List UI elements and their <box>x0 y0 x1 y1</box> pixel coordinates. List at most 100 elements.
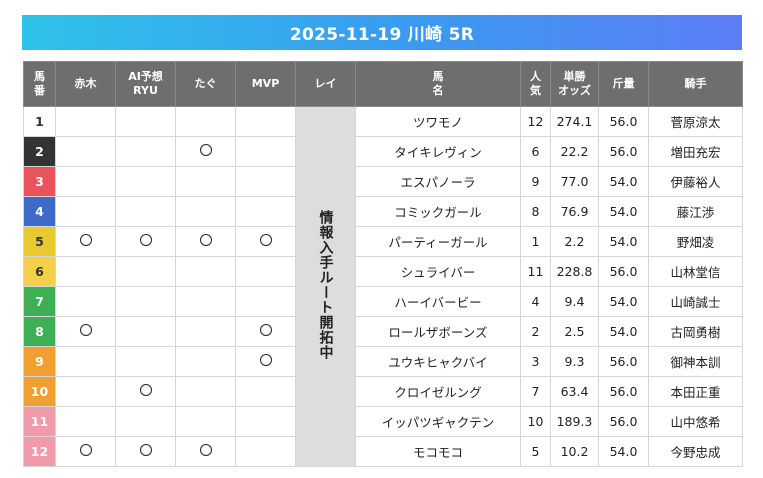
win-odds: 77.0 <box>550 166 599 197</box>
popularity: 10 <box>520 406 551 437</box>
table-row: 10 クロイゼルング 7 63.4 56.0 本田正重 <box>23 376 743 407</box>
popularity: 5 <box>520 436 551 467</box>
win-odds: 2.5 <box>550 316 599 347</box>
mark-mvp <box>235 376 296 407</box>
weight: 54.0 <box>598 166 649 197</box>
circle-mark-icon <box>259 234 272 246</box>
header-horse-name: 馬名 <box>355 61 521 107</box>
table-row: 3 エスパノーラ 9 77.0 54.0 伊藤裕人 <box>23 166 743 197</box>
mark-akagi <box>55 436 116 467</box>
win-odds: 10.2 <box>550 436 599 467</box>
jockey-name: 御神本訓 <box>648 346 743 377</box>
circle-mark-icon <box>79 234 92 246</box>
circle-mark-icon <box>139 384 152 396</box>
horse-name: コミックガール <box>355 196 521 227</box>
header-jockey: 騎手 <box>648 61 743 107</box>
circle-mark-icon <box>199 444 212 456</box>
weight: 54.0 <box>598 436 649 467</box>
jockey-name: 伊藤裕人 <box>648 166 743 197</box>
table-row: 11 イッパツギャクテン 10 189.3 56.0 山中悠希 <box>23 406 743 437</box>
popularity: 6 <box>520 136 551 167</box>
mark-ai <box>115 316 176 347</box>
mark-tagu <box>175 226 236 257</box>
horse-name: ハーイバービー <box>355 286 521 317</box>
horse-name: ロールザボーンズ <box>355 316 521 347</box>
mark-tagu <box>175 286 236 317</box>
jockey-name: 菅原涼太 <box>648 106 743 137</box>
mark-tagu <box>175 436 236 467</box>
win-odds: 274.1 <box>550 106 599 137</box>
popularity: 3 <box>520 346 551 377</box>
win-odds: 9.4 <box>550 286 599 317</box>
header-ninki: 人気 <box>520 61 551 107</box>
horse-number: 5 <box>23 226 56 257</box>
mark-ai <box>115 436 176 467</box>
mark-ai <box>115 346 176 377</box>
header-tagu: たぐ <box>175 61 236 107</box>
header-mvp: MVP <box>235 61 296 107</box>
mark-mvp <box>235 256 296 287</box>
weight: 56.0 <box>598 346 649 377</box>
horse-number: 9 <box>23 346 56 377</box>
mark-mvp <box>235 226 296 257</box>
win-odds: 189.3 <box>550 406 599 437</box>
horse-number: 7 <box>23 286 56 317</box>
mark-tagu <box>175 316 236 347</box>
mark-tagu <box>175 136 236 167</box>
mark-tagu <box>175 106 236 137</box>
mark-akagi <box>55 166 116 197</box>
header-odds-label: 単勝 オッズ <box>558 70 591 97</box>
weight: 56.0 <box>598 256 649 287</box>
circle-mark-icon <box>259 324 272 336</box>
mark-ai <box>115 226 176 257</box>
table-row: 2 タイキレヴィン 6 22.2 56.0 増田充宏 <box>23 136 743 167</box>
header-ai-label: AI予想 RYU <box>128 70 163 97</box>
win-odds: 228.8 <box>550 256 599 287</box>
header-kinryo-label: 斤量 <box>612 77 635 90</box>
rei-column-note: 情報入手ルート開拓中 <box>295 106 356 467</box>
mark-ai <box>115 136 176 167</box>
mark-mvp <box>235 166 296 197</box>
popularity: 1 <box>520 226 551 257</box>
mark-akagi <box>55 106 116 137</box>
circle-mark-icon <box>79 444 92 456</box>
horse-name: クロイゼルング <box>355 376 521 407</box>
mark-akagi <box>55 226 116 257</box>
horse-number: 11 <box>23 406 56 437</box>
mark-mvp <box>235 196 296 227</box>
horse-number: 1 <box>23 106 56 137</box>
mark-ai <box>115 166 176 197</box>
horse-name: エスパノーラ <box>355 166 521 197</box>
header-ninki-label: 人気 <box>530 70 541 97</box>
mark-mvp <box>235 286 296 317</box>
win-odds: 76.9 <box>550 196 599 227</box>
horse-name: ユウキヒャクバイ <box>355 346 521 377</box>
mark-mvp <box>235 316 296 347</box>
mark-ai <box>115 256 176 287</box>
horse-number: 8 <box>23 316 56 347</box>
popularity: 2 <box>520 316 551 347</box>
header-horse-name-label: 馬名 <box>432 70 444 97</box>
header-akagi: 赤木 <box>55 61 116 107</box>
weight: 54.0 <box>598 196 649 227</box>
table-row: 8 ロールザボーンズ 2 2.5 54.0 古岡勇樹 <box>23 316 743 347</box>
mark-tagu <box>175 256 236 287</box>
jockey-name: 山崎誠士 <box>648 286 743 317</box>
mark-akagi <box>55 346 116 377</box>
circle-mark-icon <box>79 324 92 336</box>
race-title-bar: 2025-11-19 川崎 5R <box>22 15 742 50</box>
win-odds: 2.2 <box>550 226 599 257</box>
mark-tagu <box>175 166 236 197</box>
mark-mvp <box>235 346 296 377</box>
weight: 56.0 <box>598 136 649 167</box>
mark-tagu <box>175 196 236 227</box>
mark-tagu <box>175 346 236 377</box>
win-odds: 63.4 <box>550 376 599 407</box>
horse-name: ツワモノ <box>355 106 521 137</box>
circle-mark-icon <box>259 354 272 366</box>
popularity: 4 <box>520 286 551 317</box>
table-row: 5 パーティーガール 1 2.2 54.0 野畑凌 <box>23 226 743 257</box>
header-jockey-label: 騎手 <box>684 77 707 90</box>
horse-name: シュライバー <box>355 256 521 287</box>
weight: 56.0 <box>598 376 649 407</box>
